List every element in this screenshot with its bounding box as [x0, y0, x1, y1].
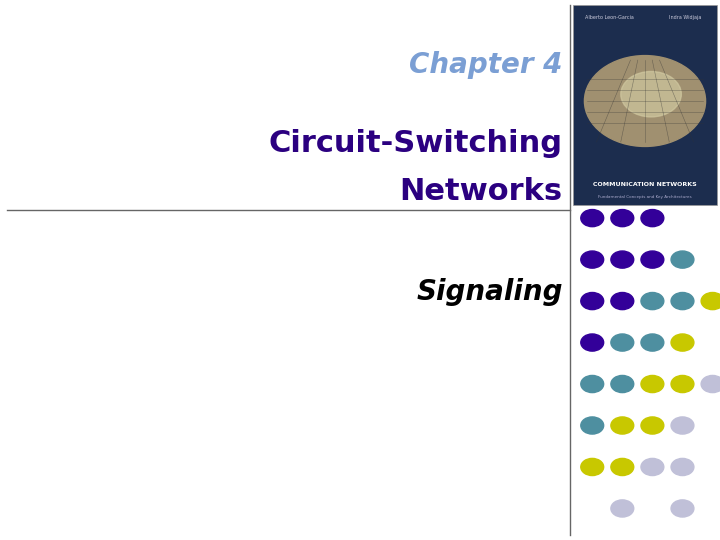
Circle shape — [581, 375, 603, 393]
Circle shape — [581, 293, 603, 309]
Circle shape — [671, 293, 694, 309]
Circle shape — [641, 251, 664, 268]
Circle shape — [611, 458, 634, 476]
Circle shape — [581, 458, 603, 476]
Text: Signaling: Signaling — [416, 278, 563, 306]
Circle shape — [611, 251, 634, 268]
Circle shape — [585, 56, 706, 146]
Circle shape — [611, 375, 634, 393]
Circle shape — [641, 210, 664, 227]
Circle shape — [671, 458, 694, 476]
Text: Chapter 4: Chapter 4 — [410, 51, 563, 79]
Circle shape — [611, 500, 634, 517]
Circle shape — [581, 334, 603, 351]
Circle shape — [581, 417, 603, 434]
Circle shape — [581, 210, 603, 227]
Text: Circuit-Switching: Circuit-Switching — [269, 129, 563, 158]
Text: COMMUNICATION NETWORKS: COMMUNICATION NETWORKS — [593, 182, 697, 187]
Circle shape — [641, 458, 664, 476]
Circle shape — [671, 375, 694, 393]
Circle shape — [581, 251, 603, 268]
Text: Fundamental Concepts and Key Architectures: Fundamental Concepts and Key Architectur… — [598, 194, 692, 199]
Circle shape — [671, 500, 694, 517]
Circle shape — [611, 210, 634, 227]
Circle shape — [701, 293, 720, 309]
Text: Indra Widjaja: Indra Widjaja — [669, 15, 701, 21]
Circle shape — [641, 375, 664, 393]
Circle shape — [671, 334, 694, 351]
Circle shape — [611, 334, 634, 351]
Circle shape — [701, 375, 720, 393]
FancyBboxPatch shape — [573, 5, 717, 205]
Circle shape — [641, 293, 664, 309]
Circle shape — [671, 417, 694, 434]
Circle shape — [671, 251, 694, 268]
Circle shape — [641, 417, 664, 434]
Circle shape — [621, 71, 681, 117]
Text: Networks: Networks — [400, 177, 563, 206]
Circle shape — [611, 293, 634, 309]
Text: Alberto Leon-Garcia: Alberto Leon-Garcia — [585, 15, 634, 21]
Circle shape — [641, 334, 664, 351]
Circle shape — [611, 417, 634, 434]
